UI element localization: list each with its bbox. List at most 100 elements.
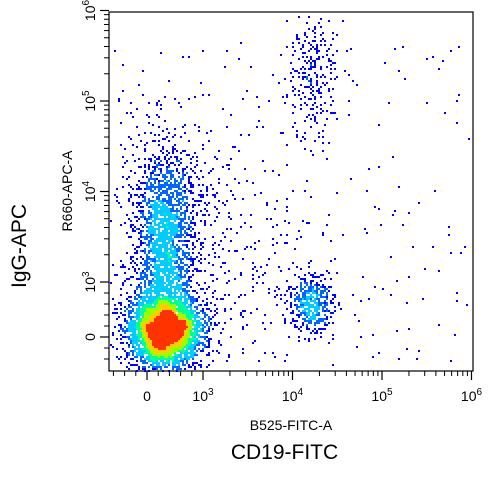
event-dot bbox=[198, 296, 200, 298]
event-dot bbox=[220, 332, 222, 334]
event-dot bbox=[198, 270, 200, 272]
event-dot bbox=[214, 310, 216, 312]
event-dot bbox=[300, 288, 302, 290]
event-dot bbox=[156, 366, 158, 368]
event-dot bbox=[308, 266, 310, 268]
event-dot bbox=[250, 226, 252, 228]
event-dot bbox=[304, 132, 306, 134]
x-tick-label: 105 bbox=[371, 387, 393, 404]
event-dot bbox=[242, 316, 244, 318]
event-dot bbox=[204, 292, 206, 294]
event-dot bbox=[160, 52, 162, 54]
event-dot bbox=[178, 266, 180, 268]
event-dot bbox=[328, 214, 330, 216]
event-dot bbox=[206, 132, 208, 134]
event-dot bbox=[192, 186, 194, 188]
event-dot bbox=[174, 342, 176, 344]
event-dot bbox=[194, 298, 196, 300]
event-dot bbox=[152, 244, 154, 246]
event-dot bbox=[310, 64, 312, 66]
event-dot bbox=[204, 202, 206, 204]
event-dot bbox=[196, 350, 198, 352]
event-dot bbox=[170, 336, 172, 338]
event-dot bbox=[408, 212, 410, 214]
event-dot bbox=[196, 298, 198, 300]
event-dot bbox=[190, 190, 192, 192]
event-dot bbox=[292, 104, 294, 106]
event-dot bbox=[324, 300, 326, 302]
event-dot bbox=[132, 204, 134, 206]
event-dot bbox=[374, 286, 376, 288]
event-dot bbox=[174, 322, 176, 324]
event-dot bbox=[180, 328, 182, 330]
event-dot bbox=[162, 232, 164, 234]
event-dot bbox=[156, 234, 158, 236]
event-dot bbox=[166, 354, 168, 356]
event-dot bbox=[150, 248, 152, 250]
event-dot bbox=[300, 68, 302, 70]
event-dot bbox=[196, 326, 198, 328]
event-dot bbox=[144, 192, 146, 194]
event-dot bbox=[176, 296, 178, 298]
event-dot bbox=[124, 332, 126, 334]
event-dot bbox=[128, 322, 130, 324]
event-dot bbox=[160, 276, 162, 278]
event-dot bbox=[172, 362, 174, 364]
event-dot bbox=[332, 302, 334, 304]
event-dot bbox=[310, 290, 312, 292]
event-dot bbox=[308, 310, 310, 312]
event-dot bbox=[188, 316, 190, 318]
event-dot bbox=[318, 132, 320, 134]
event-dot bbox=[316, 308, 318, 310]
event-dot bbox=[174, 164, 176, 166]
event-dot bbox=[210, 322, 212, 324]
event-dot bbox=[162, 148, 164, 150]
event-dot bbox=[138, 312, 140, 314]
event-dot bbox=[312, 154, 314, 156]
event-dot bbox=[196, 344, 198, 346]
event-dot bbox=[154, 290, 156, 292]
event-dot bbox=[160, 218, 162, 220]
event-dot bbox=[154, 162, 156, 164]
event-dot bbox=[160, 282, 162, 284]
event-dot bbox=[172, 238, 174, 240]
event-dot bbox=[168, 220, 170, 222]
event-dot bbox=[172, 316, 174, 318]
event-dot bbox=[136, 364, 138, 366]
event-dot bbox=[200, 190, 202, 192]
event-dot bbox=[150, 348, 152, 350]
event-dot bbox=[188, 178, 190, 180]
event-dot bbox=[168, 348, 170, 350]
event-dot bbox=[156, 266, 158, 268]
event-dot bbox=[282, 132, 284, 134]
event-dot bbox=[172, 366, 174, 368]
event-dot bbox=[198, 194, 200, 196]
event-dot bbox=[154, 352, 156, 354]
event-dot bbox=[172, 336, 174, 338]
event-dot bbox=[150, 226, 152, 228]
event-dot bbox=[180, 286, 182, 288]
event-dot bbox=[174, 276, 176, 278]
event-dot bbox=[184, 202, 186, 204]
event-dot bbox=[190, 226, 192, 228]
event-dot bbox=[160, 310, 162, 312]
event-dot bbox=[170, 328, 172, 330]
event-dot bbox=[162, 218, 164, 220]
event-dot bbox=[188, 338, 190, 340]
event-dot bbox=[348, 100, 350, 102]
event-dot bbox=[152, 312, 154, 314]
event-dot bbox=[184, 244, 186, 246]
event-dot bbox=[192, 340, 194, 342]
event-dot bbox=[310, 118, 312, 120]
event-dot bbox=[142, 342, 144, 344]
event-dot bbox=[198, 284, 200, 286]
event-dot bbox=[132, 326, 134, 328]
event-dot bbox=[160, 260, 162, 262]
event-dot bbox=[160, 290, 162, 292]
event-dot bbox=[132, 352, 134, 354]
event-dot bbox=[172, 194, 174, 196]
event-dot bbox=[136, 264, 138, 266]
event-dot bbox=[302, 52, 304, 54]
event-dot bbox=[160, 336, 162, 338]
event-dot bbox=[174, 290, 176, 292]
